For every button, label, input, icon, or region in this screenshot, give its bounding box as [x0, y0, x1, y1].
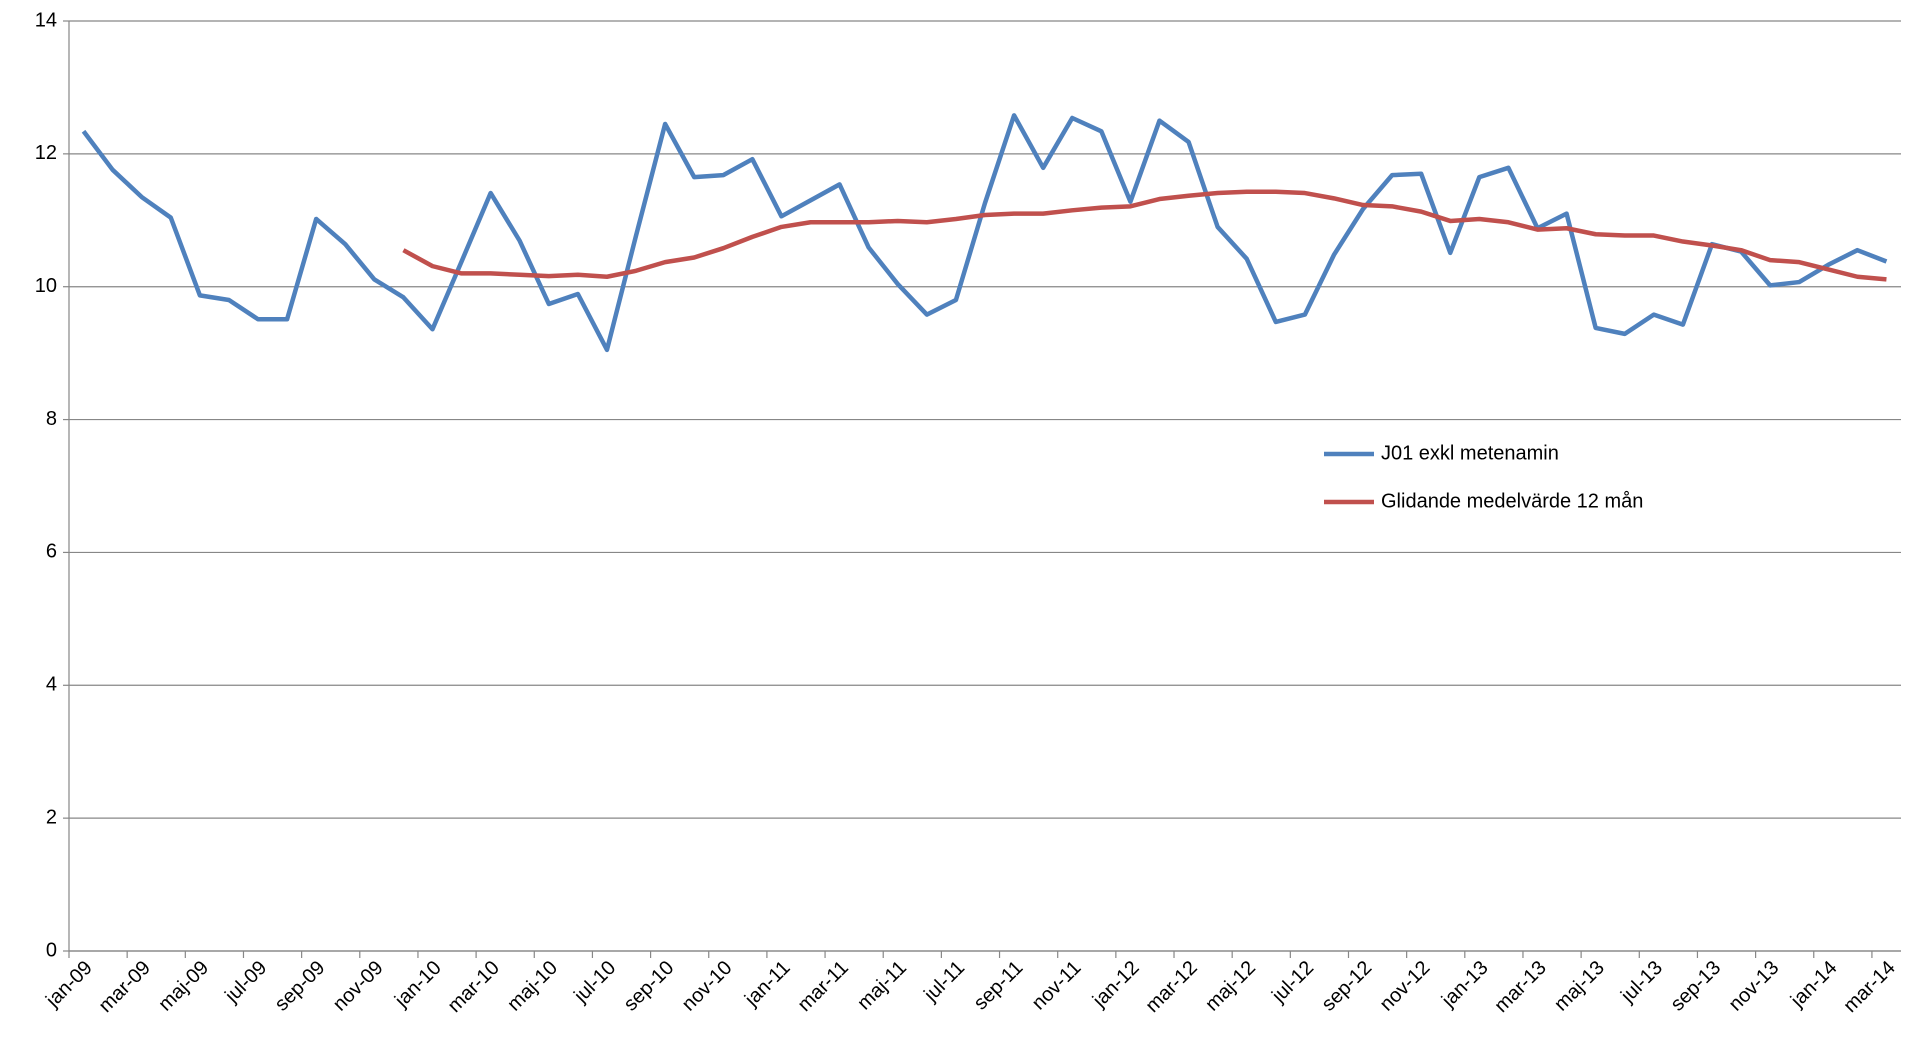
x-tick-label: jan-12: [1088, 957, 1144, 1013]
x-tick-label: mar-09: [95, 957, 155, 1017]
x-tick-label: sep-10: [620, 957, 679, 1016]
x-tick-label: nov-13: [1725, 957, 1784, 1016]
y-tick-label: 0: [46, 939, 57, 961]
series-line: [81, 113, 1888, 353]
y-tick-label: 2: [46, 806, 57, 828]
y-tick-label: 12: [35, 142, 57, 164]
x-tick-label: jan-09: [41, 957, 97, 1013]
x-tick-label: mar-14: [1839, 957, 1899, 1017]
x-tick-label: nov-10: [678, 957, 737, 1016]
x-tick-label: jul-12: [1267, 957, 1318, 1008]
x-tick-label: maj-09: [154, 957, 213, 1016]
x-tick-label: maj-13: [1550, 957, 1609, 1016]
x-tick-label: maj-12: [1201, 957, 1260, 1016]
y-tick-label: 6: [46, 541, 57, 563]
legend-label: Glidande medelvärde 12 mån: [1381, 490, 1643, 512]
x-tick-label: nov-09: [329, 957, 388, 1016]
y-tick-label: 14: [35, 9, 57, 31]
x-tick-label: sep-12: [1318, 957, 1377, 1016]
x-tick-label: jul-10: [569, 957, 620, 1008]
x-tick-label: nov-11: [1028, 957, 1086, 1015]
x-tick-label: mar-12: [1141, 957, 1201, 1017]
x-tick-label: jan-11: [740, 957, 795, 1012]
x-tick-label: jan-10: [390, 957, 446, 1013]
y-tick-label: 8: [46, 408, 57, 430]
x-tick-label: mar-11: [794, 957, 853, 1016]
x-tick-label: jan-14: [1786, 957, 1842, 1013]
x-tick-label: nov-12: [1376, 957, 1435, 1016]
x-tick-label: jul-11: [919, 957, 969, 1007]
x-tick-label: jan-13: [1437, 957, 1493, 1013]
series-line: [402, 189, 1887, 282]
x-tick-label: jul-09: [220, 957, 271, 1008]
y-tick-label: 10: [35, 275, 57, 297]
x-tick-label: maj-10: [503, 957, 562, 1016]
x-tick-label: maj-11: [853, 957, 911, 1015]
legend-label: J01 exkl metenamin: [1381, 442, 1559, 464]
x-tick-label: sep-11: [970, 957, 1028, 1015]
x-tick-label: mar-13: [1490, 957, 1550, 1017]
x-tick-label: jul-13: [1616, 957, 1667, 1008]
y-tick-label: 4: [46, 674, 57, 696]
x-tick-label: sep-13: [1666, 957, 1725, 1016]
x-tick-label: sep-09: [271, 957, 330, 1016]
x-tick-label: mar-10: [444, 957, 504, 1017]
